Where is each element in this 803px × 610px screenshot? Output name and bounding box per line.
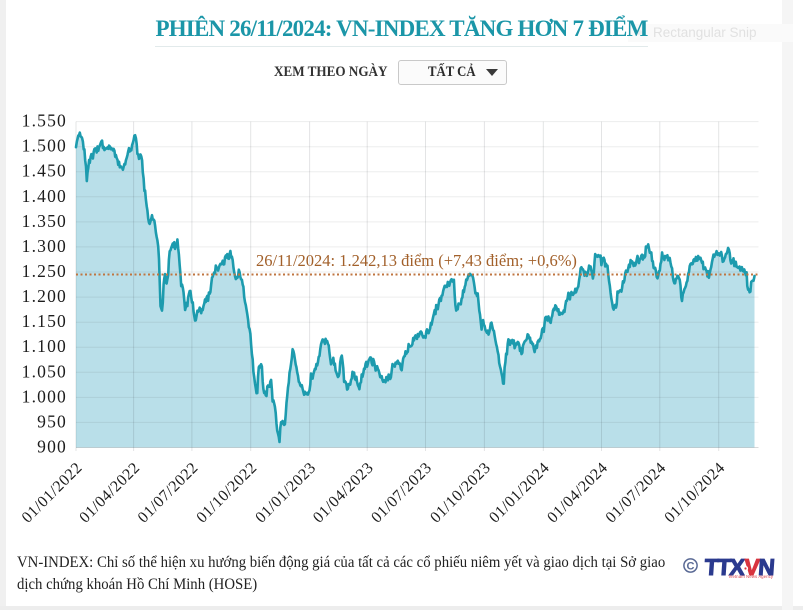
svg-text:C: C <box>687 561 695 573</box>
svg-text:1.350: 1.350 <box>22 211 67 231</box>
svg-text:26/11/2024: 1.242,13 điểm (+7,: 26/11/2024: 1.242,13 điểm (+7,43 điểm; +… <box>256 251 577 270</box>
svg-text:1.500: 1.500 <box>22 136 67 156</box>
svg-text:950: 950 <box>37 411 67 431</box>
svg-text:N: N <box>757 554 775 580</box>
svg-text:1.050: 1.050 <box>22 361 67 381</box>
svg-text:1.450: 1.450 <box>22 161 67 181</box>
svg-text:V: V <box>743 554 761 580</box>
svg-text:1.550: 1.550 <box>22 111 67 131</box>
svg-text:TTX: TTX <box>704 554 747 580</box>
svg-text:1.100: 1.100 <box>22 336 67 356</box>
svg-text:1.400: 1.400 <box>22 186 67 206</box>
svg-text:1.150: 1.150 <box>22 311 67 331</box>
svg-text:900: 900 <box>37 437 67 457</box>
svg-text:1.300: 1.300 <box>22 236 67 256</box>
svg-text:1.250: 1.250 <box>22 261 67 281</box>
svg-text:1.000: 1.000 <box>22 386 67 406</box>
svg-text:1.200: 1.200 <box>22 286 67 306</box>
svg-text:Vietnam News Agency: Vietnam News Agency <box>729 574 774 579</box>
